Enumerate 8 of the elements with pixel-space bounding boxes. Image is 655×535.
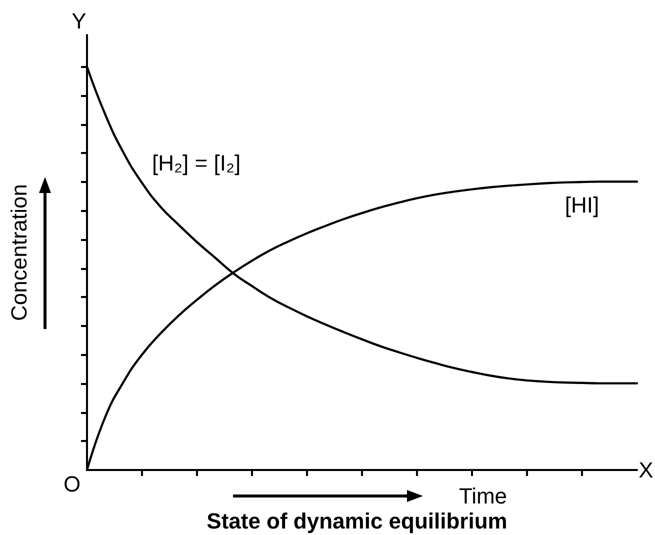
series-label: [HI] [564,192,600,218]
text: Y [72,8,87,34]
text: X [638,458,654,482]
y-axis-title: Concentration [6,184,32,321]
x-axis-title: Time [458,484,508,508]
series-label: [H₂] = [I₂] [152,150,241,176]
text: O [63,472,81,496]
text: State of dynamic equilibrium [206,508,508,534]
